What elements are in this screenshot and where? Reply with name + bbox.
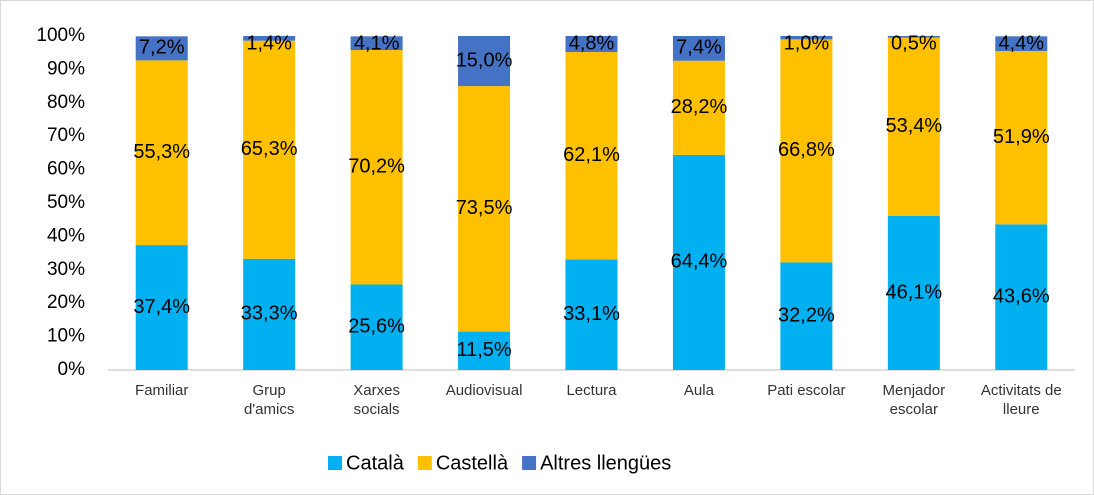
bar-segment <box>135 36 188 61</box>
x-tick-line: socials <box>354 401 400 418</box>
bar-segment <box>672 36 725 61</box>
x-tick-line: d'amics <box>244 401 294 418</box>
bar-segment <box>995 51 1048 225</box>
y-tick-label: 20% <box>47 292 85 313</box>
x-tick-line: Activitats de <box>981 382 1062 399</box>
y-tick-label: 10% <box>47 326 85 347</box>
data-label: 62,1% <box>563 144 620 166</box>
bar-segment <box>458 36 511 87</box>
x-tick-line: Pati escolar <box>767 382 845 399</box>
data-label: 73,5% <box>456 197 513 219</box>
data-label: 65,3% <box>241 138 298 160</box>
legend-label: Català <box>346 452 405 474</box>
bar-segment <box>672 154 725 370</box>
y-tick-label: 0% <box>58 359 86 380</box>
bar-segment <box>780 39 833 263</box>
bar-segment <box>995 224 1048 370</box>
data-label: 64,4% <box>671 251 728 273</box>
data-label: 55,3% <box>133 141 190 163</box>
bar-segment <box>887 37 940 217</box>
bar-segment <box>565 259 618 370</box>
x-tick-label: Activitats de lleure <box>981 382 1062 418</box>
y-tick-label: 50% <box>47 192 85 213</box>
bar-segment <box>780 262 833 370</box>
legend-label: Altres llengües <box>540 452 671 474</box>
x-tick-label: Menjador escolar <box>883 382 946 418</box>
data-label: 66,8% <box>778 139 835 161</box>
bar-segment <box>135 245 188 370</box>
bar-segment <box>135 60 188 246</box>
data-label: 15,0% <box>456 49 513 71</box>
x-tick-line: lleure <box>1003 401 1040 418</box>
y-tick-label: 100% <box>36 25 85 46</box>
x-tick-line: Xarxes <box>353 382 400 399</box>
y-tick-label: 60% <box>47 159 85 180</box>
bar-segment <box>565 52 618 260</box>
legend-label: Castellà <box>436 452 509 474</box>
bar-segment <box>565 36 618 53</box>
y-tick-label: 30% <box>47 259 85 280</box>
x-tick-line: escolar <box>890 401 938 418</box>
data-label: 70,2% <box>348 156 405 178</box>
x-tick-line: Menjador <box>883 382 946 399</box>
x-tick-label: Grup d'amics <box>244 382 294 418</box>
x-tick-line: Audiovisual <box>446 382 523 399</box>
x-tick-line: Lectura <box>566 382 617 399</box>
data-label: 53,4% <box>885 115 942 137</box>
data-label: 7,2% <box>139 37 185 59</box>
bar-segment <box>243 40 296 259</box>
bar-segment <box>887 216 940 370</box>
x-tick-line: Grup <box>252 382 285 399</box>
y-tick-label: 90% <box>47 58 85 79</box>
legend-swatch <box>417 456 432 470</box>
data-label: 1,0% <box>784 32 830 54</box>
data-label: 4,1% <box>354 32 400 54</box>
data-label: 1,4% <box>246 32 292 54</box>
data-label: 32,2% <box>778 305 835 327</box>
data-label: 46,1% <box>885 281 942 303</box>
x-tick-label: Xarxes socials <box>353 382 400 418</box>
data-label: 51,9% <box>993 126 1050 148</box>
x-tick-label: Familiar <box>135 382 188 399</box>
x-tick-label: Audiovisual <box>446 382 523 399</box>
bar-segment <box>350 36 403 51</box>
data-label: 4,4% <box>998 32 1044 54</box>
data-label: 43,6% <box>993 285 1050 307</box>
data-label: 0,5% <box>891 32 937 54</box>
bar-segment <box>887 36 940 38</box>
y-tick-label: 40% <box>47 225 85 246</box>
data-label: 33,1% <box>563 303 620 325</box>
bar-segment <box>458 86 511 332</box>
bar-segment <box>780 36 833 40</box>
x-tick-label: Aula <box>684 382 715 399</box>
data-label: 4,8% <box>569 32 615 54</box>
bar-segment <box>350 284 403 370</box>
bar-segment <box>458 331 511 370</box>
bar-segment <box>243 36 296 41</box>
y-tick-label: 70% <box>47 125 85 146</box>
x-tick-label: Pati escolar <box>767 382 845 399</box>
bar-segment <box>995 36 1048 52</box>
y-tick-label: 80% <box>47 92 85 113</box>
x-tick-line: Familiar <box>135 382 188 399</box>
data-label: 11,5% <box>456 339 511 361</box>
legend-swatch <box>328 456 342 470</box>
x-tick-label: Lectura <box>566 382 617 399</box>
data-label: 28,2% <box>671 96 728 118</box>
data-label: 33,3% <box>241 303 298 325</box>
legend-swatch <box>522 456 537 470</box>
bar-segment <box>672 60 725 155</box>
data-label: 7,4% <box>676 37 722 59</box>
x-tick-line: Aula <box>684 382 715 399</box>
data-label: 25,6% <box>348 316 405 338</box>
bar-segment <box>243 258 296 370</box>
bar-segment <box>350 50 403 285</box>
data-label: 37,4% <box>133 296 190 318</box>
